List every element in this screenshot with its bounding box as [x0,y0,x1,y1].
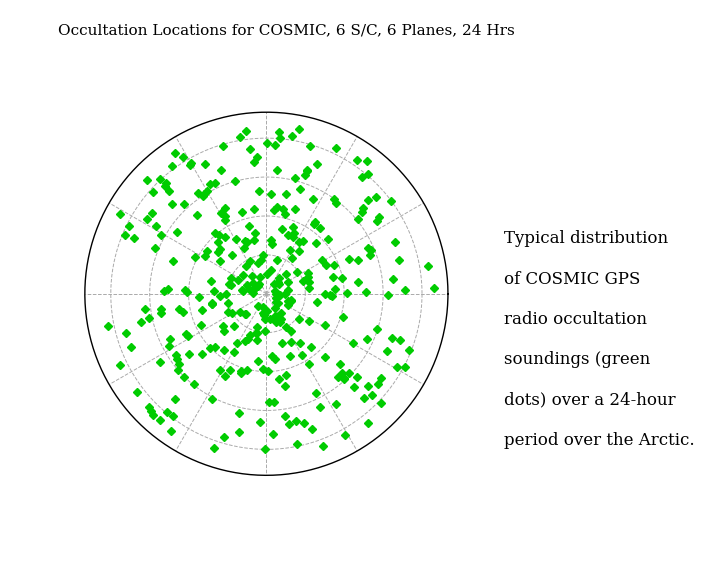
Text: Occultation Locations for COSMIC, 6 S/C, 6 Planes, 24 Hrs: Occultation Locations for COSMIC, 6 S/C,… [58,23,514,37]
Text: soundings (green: soundings (green [504,351,650,369]
Text: dots) over a 24-hour: dots) over a 24-hour [504,392,675,409]
Text: radio occultation: radio occultation [504,311,647,328]
Text: period over the Arctic.: period over the Arctic. [504,432,695,449]
Text: Typical distribution: Typical distribution [504,230,668,248]
Text: of COSMIC GPS: of COSMIC GPS [504,271,640,288]
